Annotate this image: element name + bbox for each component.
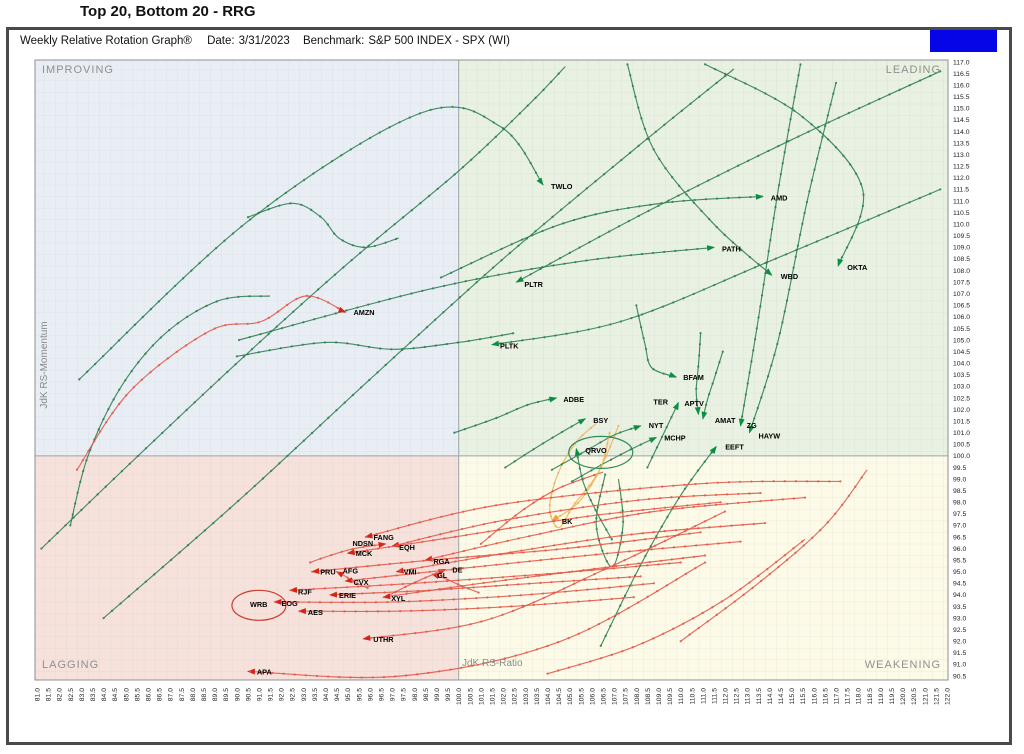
date-value: 3/31/2023 <box>238 35 290 47</box>
benchmark-value: S&P 500 INDEX - SPX (WI) <box>368 35 511 47</box>
page-title: Top 20, Bottom 20 - RRG <box>80 3 256 20</box>
logo-placeholder <box>930 30 997 52</box>
product-name: Weekly Relative Rotation Graph® <box>20 35 192 47</box>
chart-header: Weekly Relative Rotation Graph® Date: 3/3… <box>20 35 510 47</box>
date-label: Date: <box>207 35 235 47</box>
benchmark-label: Benchmark: <box>302 35 365 47</box>
chart-frame <box>6 27 1012 745</box>
